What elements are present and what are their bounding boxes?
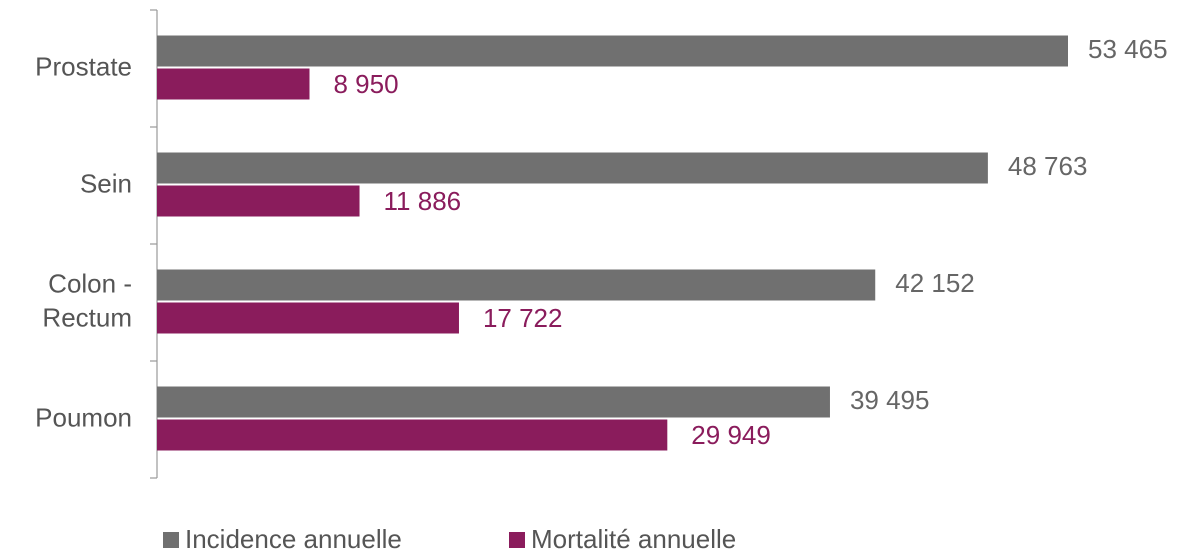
data-label: 17 722 (483, 303, 563, 333)
bar (157, 68, 310, 100)
bar (157, 419, 668, 451)
legend-swatch (163, 532, 179, 548)
bar (157, 185, 360, 217)
bar (157, 386, 830, 418)
bar (157, 152, 988, 184)
data-label: 42 152 (895, 268, 975, 298)
data-label: 39 495 (850, 385, 930, 415)
y-tick-label: Colon -Rectum (42, 268, 132, 332)
data-label: 11 886 (384, 186, 462, 216)
data-label: 48 763 (1008, 151, 1088, 181)
y-tick-label: Sein (80, 168, 132, 198)
bar (157, 269, 876, 301)
y-tick-label: Prostate (35, 51, 132, 81)
legend-swatch (509, 532, 525, 548)
legend-label: Mortalité annuelle (531, 524, 736, 552)
y-tick-label: Poumon (35, 402, 132, 432)
data-label: 53 465 (1088, 34, 1168, 64)
data-label: 29 949 (691, 420, 771, 450)
data-label: 8 950 (334, 69, 399, 99)
bar (157, 35, 1068, 67)
bar (157, 302, 459, 334)
legend-label: Incidence annuelle (185, 524, 402, 552)
